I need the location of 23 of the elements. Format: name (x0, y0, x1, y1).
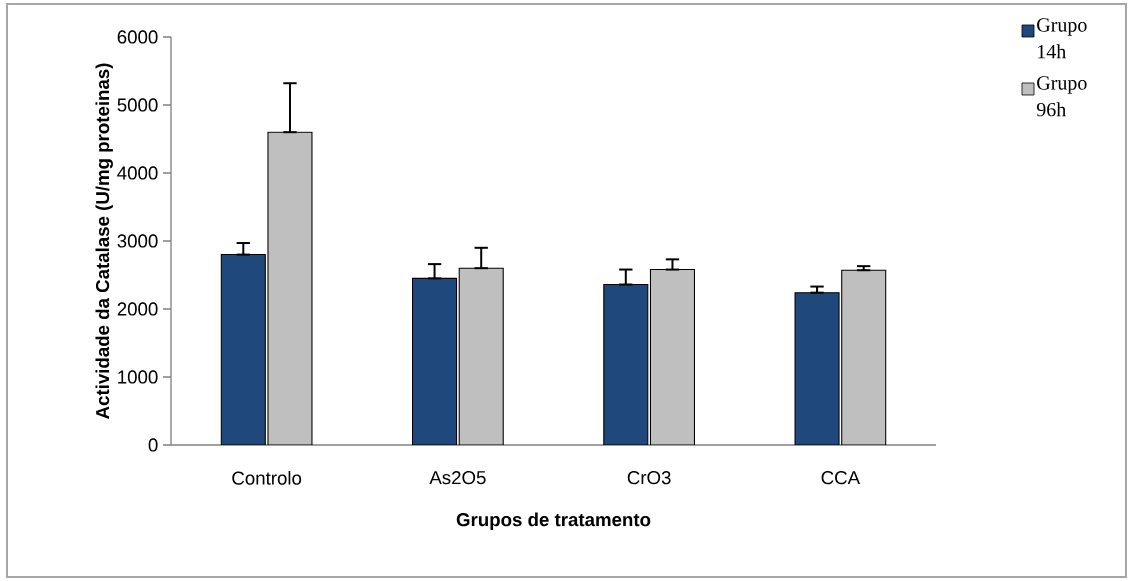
bar (267, 131, 313, 445)
y-tick-label: 2000 (117, 302, 158, 316)
bar (841, 269, 887, 445)
x-tick-label: CCA (821, 471, 861, 485)
bar (603, 283, 649, 445)
bar (412, 277, 458, 445)
y-axis-title: Actividade da Catalase (U/mg proteinas) (95, 63, 113, 419)
x-tick-label: As2O5 (429, 471, 486, 485)
y-tick-label: 4000 (117, 166, 158, 180)
y-tick-label: 6000 (117, 30, 158, 44)
bar (794, 292, 840, 445)
y-tick-label: 5000 (117, 98, 158, 112)
x-axis-title: Grupos de tratamento (456, 512, 651, 530)
legend-label: Grupo 96h (1036, 76, 1087, 117)
x-tick-label: Controlo (232, 471, 302, 485)
x-tick-label: CrO3 (627, 471, 671, 485)
bar (649, 269, 695, 445)
y-tick-label: 3000 (117, 234, 158, 248)
bar (458, 267, 504, 445)
y-tick-label: 0 (148, 438, 158, 452)
legend-label: Grupo 14h (1037, 18, 1087, 59)
bar (220, 254, 266, 445)
y-tick-label: 1000 (118, 370, 158, 384)
